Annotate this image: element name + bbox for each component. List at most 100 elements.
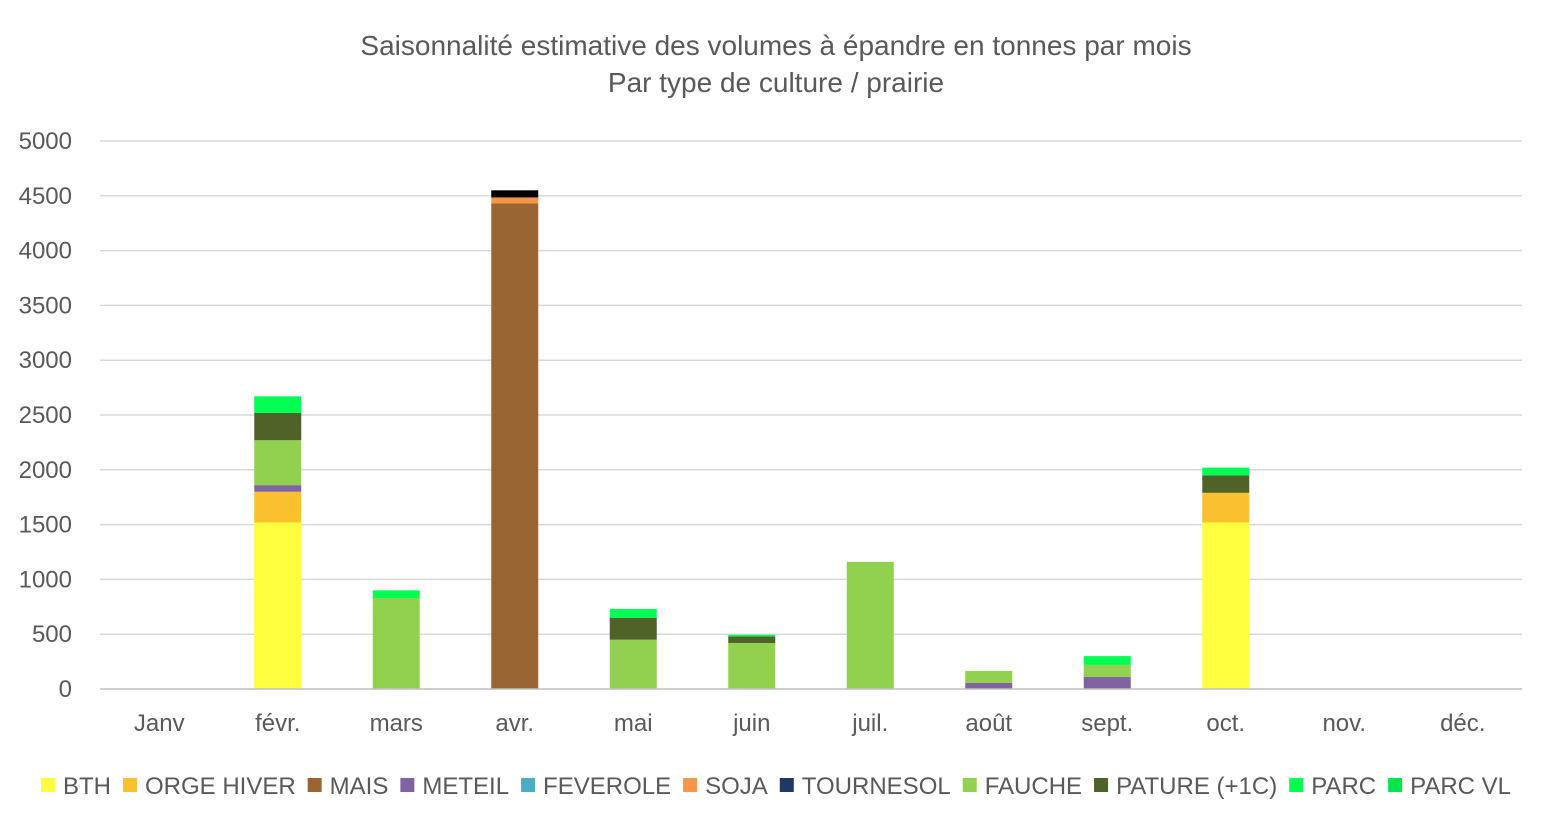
legend-item-1[interactable]: ORGE HIVER <box>122 773 296 800</box>
legend-item-4[interactable]: FEVEROLE <box>521 773 671 800</box>
bar-segment-7-7 <box>965 670 1013 683</box>
bar-segment-7-6 <box>846 561 894 689</box>
bar-segment-8-5 <box>728 636 776 643</box>
y-tick-label-4000: 4000 <box>19 238 72 265</box>
legend-swatch-8 <box>1094 778 1109 792</box>
legend-swatch-10 <box>1388 778 1403 792</box>
legend-swatch-5 <box>683 778 698 792</box>
x-tick-label-8: sept. <box>1081 710 1133 737</box>
x-tick-label-0: Janv <box>134 710 185 737</box>
chart-title: Saisonnalité estimative des volumes à ép… <box>360 30 1191 61</box>
legend-swatch-3 <box>400 778 415 792</box>
bar-stack-7 <box>965 670 1013 689</box>
bar-segment-9-9 <box>1202 467 1250 476</box>
bar-segment-1-9 <box>1202 492 1250 523</box>
legend[interactable]: BTH ORGE HIVER MAIS METEIL FEVEROLE SOJA TOURN… <box>40 773 1511 800</box>
legend-swatch-7 <box>962 778 977 792</box>
x-tick-label-10: nov. <box>1322 710 1366 737</box>
bar-segment-3-7 <box>965 682 1013 689</box>
bar-segment-0-1 <box>254 522 302 689</box>
bar-segment-7-4 <box>609 639 657 689</box>
legend-swatch-4 <box>521 778 536 792</box>
bar-segment-3-8 <box>1083 676 1131 689</box>
bar-segment-5-3 <box>491 197 539 204</box>
legend-item-9[interactable]: PARC <box>1289 773 1376 800</box>
legend-swatch-1 <box>122 778 137 792</box>
bar-stack-6 <box>846 561 894 689</box>
legend-item-7[interactable]: FAUCHE <box>962 773 1082 800</box>
gridlines <box>100 140 1522 635</box>
bar-segment-8-1 <box>254 412 302 441</box>
x-tick-label-4: mai <box>614 710 653 737</box>
legend-label-0: BTH <box>63 773 111 800</box>
legend-label-5: SOJA <box>705 773 768 800</box>
bar-segment-9-5 <box>728 634 776 637</box>
legend-item-8[interactable]: PATURE (+1C) <box>1094 773 1277 800</box>
x-tick-label-6: juil. <box>851 710 888 737</box>
legend-label-8: PATURE (+1C) <box>1116 773 1277 800</box>
legend-label-2: MAIS <box>330 773 389 800</box>
legend-label-7: FAUCHE <box>985 773 1082 800</box>
legend-swatch-0 <box>40 778 55 792</box>
legend-swatch-6 <box>779 778 794 792</box>
y-tick-label-3000: 3000 <box>19 347 72 374</box>
legend-item-2[interactable]: MAIS <box>307 773 389 800</box>
bar-segment-7-1 <box>254 440 302 486</box>
x-tick-label-1: févr. <box>255 710 300 737</box>
x-tick-label-11: déc. <box>1440 710 1485 737</box>
legend-item-10[interactable]: PARC VL <box>1388 773 1511 800</box>
bar-stack-2 <box>372 590 420 689</box>
legend-label-6: TOURNESOL <box>802 773 951 800</box>
legend-swatch-9 <box>1289 778 1304 792</box>
y-tick-label-0: 0 <box>59 676 72 703</box>
legend-label-4: FEVEROLE <box>543 773 671 800</box>
y-tick-label-2500: 2500 <box>19 402 72 429</box>
bar-segment-9-4 <box>609 608 657 618</box>
bar-stack-9 <box>1202 467 1250 689</box>
bar-segment-1-1 <box>254 491 302 523</box>
legend-label-3: METEIL <box>422 773 509 800</box>
x-tick-label-5: juin <box>732 710 770 737</box>
legend-item-3[interactable]: METEIL <box>400 773 509 800</box>
bar-segment-9-1 <box>254 396 302 413</box>
y-tick-label-2000: 2000 <box>19 457 72 484</box>
y-tick-label-1500: 1500 <box>19 512 72 539</box>
bar-segment-9-2 <box>372 590 420 599</box>
legend-label-10: PARC VL <box>1410 773 1511 800</box>
chart-subtitle: Par type de culture / prairie <box>608 67 944 98</box>
y-tick-label-500: 500 <box>32 621 72 648</box>
x-tick-label-3: avr. <box>495 710 534 737</box>
bar-stack-3 <box>491 190 539 690</box>
bar-stacks <box>254 190 1250 690</box>
bar-segment-3-1 <box>254 485 302 492</box>
y-tick-label-4500: 4500 <box>19 183 72 210</box>
bar-segment-2-3 <box>491 203 539 690</box>
x-tick-label-9: oct. <box>1206 710 1245 737</box>
x-tick-label-2: mars <box>370 710 423 737</box>
bar-segment-9-8 <box>1083 656 1131 665</box>
x-axis-tick-labels: Janv févr. mars avr. mai juin juil. août sept. oc… <box>134 710 1486 737</box>
bar-segment-7-2 <box>372 598 420 689</box>
bar-stack-4 <box>609 608 657 689</box>
bar-segment-0-9 <box>1202 522 1250 689</box>
bar-segment-7-8 <box>1083 664 1131 677</box>
bar-segment-8-4 <box>609 617 657 640</box>
bar-segment-8-9 <box>1202 475 1250 493</box>
legend-item-6[interactable]: TOURNESOL <box>779 773 951 800</box>
legend-item-0[interactable]: BTH <box>40 773 111 800</box>
y-tick-label-1000: 1000 <box>19 566 72 593</box>
y-axis-tick-labels: 0 500 1000 1500 2000 2500 3000 3500 4000 4500 5000 <box>19 128 72 703</box>
bar-segment-extra-0 <box>491 190 539 198</box>
x-tick-label-7: août <box>965 710 1012 737</box>
bar-stack-8 <box>1083 656 1131 689</box>
legend-label-9: PARC <box>1311 773 1376 800</box>
bar-stack-5 <box>728 634 776 689</box>
legend-item-5[interactable]: SOJA <box>683 773 768 800</box>
legend-swatch-2 <box>307 778 322 792</box>
legend-label-1: ORGE HIVER <box>145 773 296 800</box>
y-tick-label-5000: 5000 <box>19 128 72 155</box>
bar-segment-7-5 <box>728 642 776 689</box>
bar-stack-1 <box>254 396 302 689</box>
